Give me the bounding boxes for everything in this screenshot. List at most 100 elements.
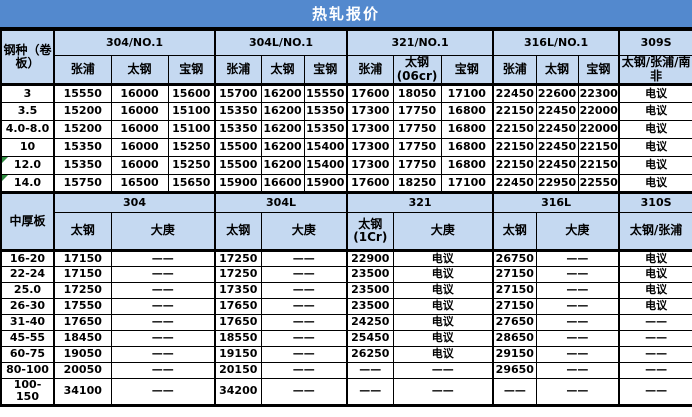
price-cell: —— [110,250,216,267]
price-cell: —— [260,282,348,299]
price-cell: 22150 [492,138,537,157]
price-cell: 15400 [303,156,348,175]
price-cell: 16800 [440,156,494,175]
mill-header: 大庚 [392,212,494,252]
price-cell: 17350 [214,282,262,299]
plate-data-row: 26-30 17550 —— 17650 —— 23500 电议 27150 —— 电议 [0,298,692,315]
thickness-spec-label: 14.0 [13,175,42,189]
price-cell: 电议 [618,120,692,139]
price-cell: —— [535,250,620,267]
mill-header: 宝钢 [303,55,348,86]
price-cell: 16200 [260,84,305,103]
mill-header: 大庚 [110,212,216,252]
price-cell: —— [535,362,620,379]
price-cell: 26250 [346,346,394,363]
price-cell: 15750 [53,174,112,194]
thickness-spec-label: 4.0-8.0 [5,122,50,136]
price-cell: 17300 [346,156,394,175]
price-cell: —— [535,282,620,299]
thickness-spec-cell: 100-150 [0,378,55,406]
price-cell: —— [346,362,394,379]
price-cell: 15350 [303,120,348,139]
price-cell: 16200 [260,156,305,175]
price-cell: 17750 [392,102,442,121]
price-table: 钢种（卷板） 304/NO.1 304L/NO.1 321/NO.1 316L/… [0,30,692,407]
price-cell: 25450 [346,330,394,347]
price-cell: —— [260,362,348,379]
price-cell: —— [392,362,494,379]
thickness-spec-cell: 14.0 [0,174,55,194]
price-cell: —— [260,314,348,331]
price-cell: —— [618,330,692,347]
coil-group-304l: 304L/NO.1 [214,30,348,56]
plate-group-316l: 316L [492,192,620,213]
price-cell: —— [535,378,620,406]
coil-data-row: 3 15550 16000 15600 15700 16200 15550 17600 1805… [0,84,692,103]
thickness-spec-label: 16-20 [9,251,46,265]
price-cell: 16000 [110,138,169,157]
price-cell: 17750 [392,138,442,157]
price-cell: 电议 [392,282,494,299]
price-cell: 15900 [303,174,348,194]
price-cell: —— [535,314,620,331]
thickness-spec-cell: 31-40 [0,314,55,331]
price-cell: 电议 [618,250,692,267]
thickness-spec-label: 80-100 [6,363,49,377]
price-cell: —— [492,378,537,406]
price-cell: 15250 [167,138,216,157]
price-cell: 34100 [53,378,112,406]
thickness-spec-label: 60-75 [9,347,46,361]
price-cell: —— [535,266,620,283]
price-cell: 17100 [440,174,494,194]
price-cell: —— [618,346,692,363]
coil-group-309s: 309S [618,30,692,56]
mill-header: 张浦 [346,55,394,86]
price-cell: 电议 [392,314,494,331]
price-cell: 22150 [492,156,537,175]
plate-data-row: 80-100 20050 —— 20150 —— —— —— 29650 —— —— [0,362,692,379]
price-cell: 15700 [214,84,262,103]
price-cell: —— [346,378,394,406]
mill-header: 张浦 [53,55,112,86]
price-cell: —— [260,298,348,315]
price-cell: —— [110,346,216,363]
coil-data-row: 14.0 15750 16500 15650 15900 16600 15900 17600 1… [0,174,692,194]
price-cell: 29150 [492,346,537,363]
price-cell: 16200 [260,138,305,157]
plate-mill-header-row: 太钢 大庚 太钢 大庚 太钢(1Cr) 大庚 太钢 大庚 太钢/张浦 [1,212,692,252]
mill-header: 太钢 [260,55,305,86]
plate-data-row: 16-20 17150 —— 17250 —— 22900 电议 26750 —— 电议 [0,250,692,267]
price-cell: 22450 [535,120,579,139]
price-cell: 23500 [346,282,394,299]
thickness-spec-cell: 26-30 [0,298,55,315]
price-cell: 17250 [214,266,262,283]
price-cell: 26750 [492,250,537,267]
price-cell: 22550 [577,174,620,194]
coil-data-row: 4.0-8.0 15200 16000 15100 15350 16200 15350 173… [0,120,692,139]
price-cell: 22000 [577,120,620,139]
price-cell: 22150 [492,120,537,139]
price-cell: 15200 [53,102,112,121]
price-cell: 22450 [535,156,579,175]
mill-header: 太钢 [535,55,579,86]
price-cell: —— [110,282,216,299]
price-cell: —— [110,298,216,315]
mill-header: 张浦 [214,55,262,86]
price-cell: —— [110,266,216,283]
price-cell: 17150 [53,266,112,283]
plate-group-321: 321 [346,192,494,213]
thickness-spec-label: 31-40 [9,315,46,329]
thickness-spec-label: 3.5 [17,104,38,118]
coil-group-304: 304/NO.1 [52,30,216,56]
price-cell: 19150 [214,346,262,363]
coil-mill-header-row: 张浦 太钢 宝钢 张浦 太钢 宝钢 张浦 太钢(06cr) 宝钢 张浦 太钢 宝… [1,55,692,86]
coil-group-316l: 316L/NO.1 [492,30,620,56]
price-cell: 28650 [492,330,537,347]
price-cell: —— [110,378,216,406]
price-cell: 17550 [53,298,112,315]
price-cell: 27150 [492,298,537,315]
thickness-spec-cell: 25.0 [0,282,55,299]
coil-data-row: 10 15350 16000 15250 15500 16200 15400 17300 177… [0,138,692,157]
price-cell: 电议 [618,266,692,283]
thickness-spec-cell: 80-100 [0,362,55,379]
